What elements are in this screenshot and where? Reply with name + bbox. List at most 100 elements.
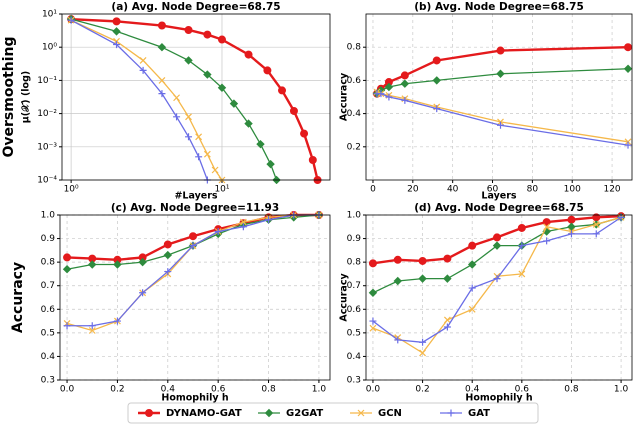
chart-title: (d) Avg. Node Degree=68.75 xyxy=(414,202,584,214)
marker xyxy=(88,327,96,334)
marker xyxy=(308,156,317,165)
y-tick-label: 0.5 xyxy=(347,328,361,338)
series-line xyxy=(376,91,629,143)
y-tick-label: 0.7 xyxy=(41,281,55,291)
marker xyxy=(624,141,632,149)
marker xyxy=(239,223,247,231)
marker xyxy=(418,256,427,265)
x-tick-label: 1.0 xyxy=(614,385,629,395)
marker xyxy=(394,336,402,344)
marker xyxy=(468,241,477,250)
marker xyxy=(138,257,147,267)
marker xyxy=(433,105,441,113)
marker xyxy=(188,232,197,241)
marker xyxy=(217,83,227,92)
x-tick-label: 0.8 xyxy=(261,385,276,395)
chart-title: (c) Avg. Node Degree=11.93 xyxy=(111,202,279,214)
plot-area xyxy=(372,43,633,149)
marker xyxy=(185,133,193,141)
y-tick-label: 10⁻¹ xyxy=(37,76,57,86)
marker xyxy=(158,76,166,84)
marker xyxy=(418,274,427,283)
marker xyxy=(369,317,377,325)
y-tick-label: 0.4 xyxy=(347,109,362,119)
marker xyxy=(163,250,173,260)
marker xyxy=(623,64,633,73)
y-tick-label: 0.6 xyxy=(347,305,362,315)
marker xyxy=(443,274,452,283)
marker xyxy=(443,323,451,331)
marker xyxy=(493,275,501,283)
y-tick-label: 0.8 xyxy=(347,43,362,53)
x-axis-label: #Layers xyxy=(174,191,217,202)
legend-label: DYNAMO-GAT xyxy=(166,408,242,419)
chart-title: (a) Avg. Node Degree=68.75 xyxy=(111,1,280,13)
x-tick-label: 0.2 xyxy=(110,385,124,395)
marker xyxy=(567,215,576,224)
marker xyxy=(229,99,239,108)
marker xyxy=(88,260,97,269)
x-tick-label: 0.6 xyxy=(211,385,226,395)
marker xyxy=(492,241,502,250)
marker xyxy=(113,317,121,325)
marker xyxy=(195,153,203,161)
y-tick-label: 0.3 xyxy=(41,376,55,386)
y-axis-label: μ(𝒳) (log) xyxy=(20,71,32,123)
x-tick-label: 0.2 xyxy=(415,385,429,395)
y-tick-label: 1.0 xyxy=(41,211,56,221)
marker xyxy=(266,159,275,169)
marker xyxy=(592,230,600,238)
marker xyxy=(189,242,197,250)
row-label: Oversmoothing xyxy=(1,36,17,157)
y-tick-label: 0.3 xyxy=(347,376,361,386)
marker xyxy=(432,56,441,65)
legend-label: GCN xyxy=(378,408,402,419)
y-tick-label: 0.8 xyxy=(41,258,56,268)
plot-area xyxy=(62,211,324,334)
marker xyxy=(195,133,203,141)
x-tick-label: 80 xyxy=(527,185,539,195)
y-tick-label: 0.4 xyxy=(41,352,56,362)
marker xyxy=(357,409,365,417)
marker xyxy=(265,216,273,224)
y-axis-label: Accuracy xyxy=(339,72,350,121)
x-axis-label: Homophily h xyxy=(161,393,228,404)
marker xyxy=(88,322,96,330)
x-tick-label: 100 xyxy=(564,185,581,195)
legend-frame xyxy=(127,402,539,424)
marker xyxy=(517,223,526,232)
marker xyxy=(567,230,575,238)
x-tick-label: 60 xyxy=(487,185,499,195)
marker xyxy=(63,322,71,330)
marker xyxy=(163,240,172,249)
y-tick-label: 1.0 xyxy=(347,211,362,221)
marker xyxy=(377,90,385,98)
x-tick-label: 0 xyxy=(370,185,376,195)
marker xyxy=(185,113,192,121)
y-tick-label: 10⁻³ xyxy=(37,142,57,152)
x-axis-label: Homophily h xyxy=(465,393,532,404)
y-tick-label: 0.5 xyxy=(41,328,55,338)
marker xyxy=(62,265,72,274)
marker xyxy=(592,221,600,228)
marker xyxy=(368,288,378,297)
axes-frame xyxy=(59,214,331,381)
y-tick-label: 10⁰ xyxy=(42,43,57,53)
marker xyxy=(203,150,211,158)
x-tick-label: 0.0 xyxy=(60,385,75,395)
x-tick-label: 0.0 xyxy=(366,385,381,395)
plot-area xyxy=(368,212,626,357)
marker xyxy=(244,119,253,128)
marker xyxy=(384,82,394,92)
y-tick-label: 0.8 xyxy=(347,258,362,268)
marker xyxy=(139,56,147,64)
marker xyxy=(369,324,377,332)
marker xyxy=(400,79,410,88)
x-tick-label: 120 xyxy=(603,185,620,195)
marker xyxy=(139,66,147,74)
marker xyxy=(67,16,75,24)
x-tick-label: 0.6 xyxy=(515,385,530,395)
x-tick-label: 40 xyxy=(447,185,459,195)
x-axis-label: Layers xyxy=(481,191,516,202)
